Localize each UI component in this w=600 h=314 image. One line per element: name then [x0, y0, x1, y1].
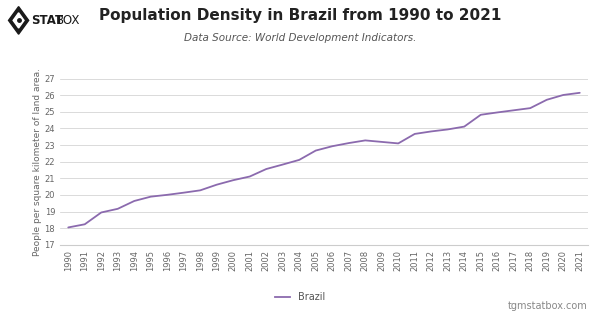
Legend: Brazil: Brazil — [271, 288, 329, 306]
Text: Population Density in Brazil from 1990 to 2021: Population Density in Brazil from 1990 t… — [99, 8, 501, 23]
Text: Data Source: World Development Indicators.: Data Source: World Development Indicator… — [184, 33, 416, 43]
Text: tgmstatbox.com: tgmstatbox.com — [508, 301, 588, 311]
Polygon shape — [13, 13, 24, 28]
Text: STAT: STAT — [31, 14, 64, 27]
Polygon shape — [8, 7, 29, 34]
Text: BOX: BOX — [56, 14, 80, 27]
Y-axis label: People per square kilometer of land area.: People per square kilometer of land area… — [33, 68, 42, 256]
